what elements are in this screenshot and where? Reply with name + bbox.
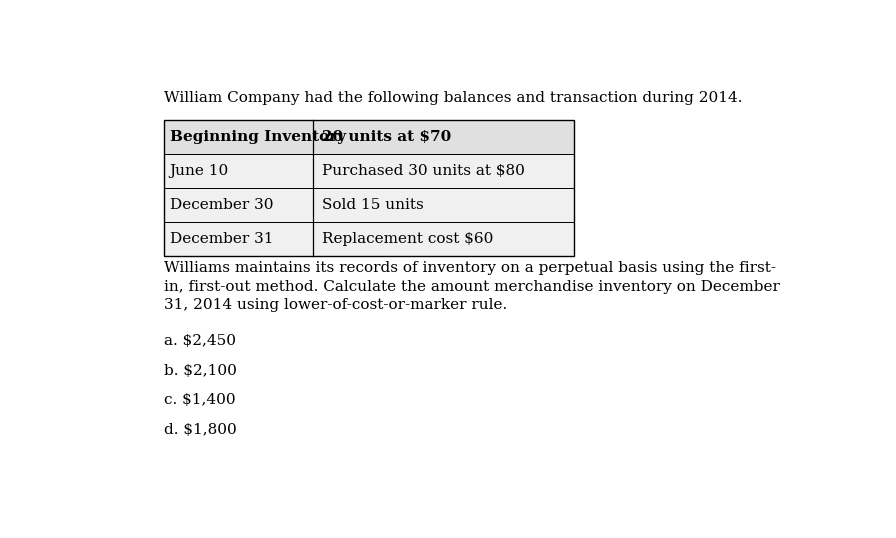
Bar: [164, 154, 573, 188]
Text: 20 units at $70: 20 units at $70: [322, 131, 451, 145]
Text: c. $1,400: c. $1,400: [164, 393, 236, 407]
Text: December 30: December 30: [169, 199, 273, 213]
Text: Replacement cost $60: Replacement cost $60: [322, 232, 493, 246]
Text: June 10: June 10: [169, 165, 228, 179]
Bar: [164, 121, 573, 154]
Text: Sold 15 units: Sold 15 units: [322, 199, 424, 213]
Text: b. $2,100: b. $2,100: [164, 364, 237, 378]
Bar: [164, 188, 573, 222]
Text: Purchased 30 units at $80: Purchased 30 units at $80: [322, 165, 524, 179]
Bar: [164, 222, 573, 257]
Text: Williams maintains its records of inventory on a perpetual basis using the first: Williams maintains its records of invent…: [164, 261, 780, 312]
Text: Beginning Inventory: Beginning Inventory: [169, 131, 346, 145]
Text: d. $1,800: d. $1,800: [164, 423, 237, 437]
Text: a. $2,450: a. $2,450: [164, 334, 236, 348]
Text: December 31: December 31: [169, 232, 273, 246]
Text: William Company had the following balances and transaction during 2014.: William Company had the following balanc…: [164, 91, 743, 105]
